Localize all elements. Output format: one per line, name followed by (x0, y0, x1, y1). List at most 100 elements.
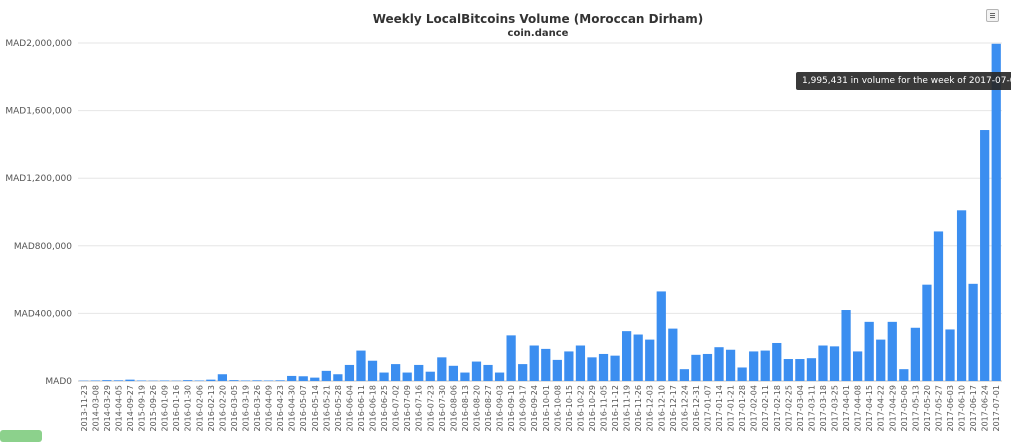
bar[interactable] (507, 335, 516, 381)
x-tick-label: 2016-10-15 (565, 385, 574, 432)
bar[interactable] (333, 374, 342, 381)
bar[interactable] (876, 340, 885, 381)
bar[interactable] (391, 364, 400, 381)
x-tick-label: 2016-07-30 (438, 385, 447, 432)
bar[interactable] (795, 359, 804, 381)
y-tick-label: MAD2,000,000 (5, 39, 72, 49)
x-tick-label: 2016-02-20 (218, 385, 227, 432)
bar[interactable] (992, 44, 1001, 381)
bar[interactable] (437, 357, 446, 381)
bar[interactable] (472, 362, 481, 381)
bar[interactable] (911, 328, 920, 381)
bar[interactable] (206, 380, 215, 381)
bar[interactable] (899, 369, 908, 381)
bar[interactable] (772, 343, 781, 381)
bar-series[interactable] (79, 44, 1001, 381)
bar[interactable] (183, 380, 192, 381)
bar[interactable] (426, 372, 435, 381)
bar[interactable] (587, 357, 596, 381)
bar[interactable] (91, 380, 100, 381)
bar[interactable] (691, 355, 700, 381)
bar[interactable] (945, 329, 954, 381)
bar[interactable] (622, 331, 631, 381)
bar[interactable] (345, 365, 354, 381)
bar[interactable] (957, 210, 966, 381)
bar[interactable] (195, 380, 204, 381)
x-tick-label: 2014-03-29 (103, 385, 112, 432)
bar[interactable] (888, 322, 897, 381)
bar[interactable] (818, 346, 827, 381)
bar[interactable] (668, 329, 677, 381)
x-tick-label: 2017-02-18 (773, 385, 782, 432)
bar[interactable] (934, 231, 943, 381)
bar[interactable] (287, 376, 296, 381)
bar[interactable] (368, 361, 377, 381)
bar[interactable] (749, 351, 758, 381)
bar[interactable] (483, 365, 492, 381)
bar-tooltip: 1,995,431 in volume for the week of 2017… (796, 72, 1011, 90)
bar[interactable] (356, 351, 365, 381)
x-tick-label: 2013-11-23 (80, 385, 89, 432)
bar[interactable] (530, 346, 539, 381)
x-tick-label: 2017-04-22 (877, 385, 886, 432)
bar[interactable] (680, 369, 689, 381)
bar[interactable] (310, 378, 319, 381)
bar[interactable] (460, 373, 469, 381)
bar[interactable] (322, 371, 331, 381)
bar[interactable] (495, 373, 504, 381)
bar[interactable] (137, 380, 146, 381)
bar[interactable] (726, 350, 735, 381)
bar[interactable] (634, 335, 643, 381)
x-tick-label: 2017-03-11 (807, 385, 816, 432)
bar[interactable] (553, 360, 562, 381)
bar[interactable] (980, 130, 989, 381)
bar[interactable] (853, 351, 862, 381)
bar[interactable] (252, 380, 261, 381)
bar[interactable] (969, 284, 978, 381)
bar[interactable] (241, 380, 250, 381)
bar[interactable] (125, 380, 134, 381)
x-tick-label: 2015-09-19 (138, 385, 147, 432)
bar[interactable] (657, 291, 666, 381)
x-tick-label: 2017-03-04 (796, 385, 805, 432)
x-tick-label: 2016-05-28 (334, 385, 343, 432)
bar[interactable] (922, 285, 931, 381)
bar[interactable] (599, 354, 608, 381)
bar[interactable] (518, 364, 527, 381)
bar[interactable] (703, 354, 712, 381)
corner-badge-icon[interactable] (0, 430, 42, 442)
bar[interactable] (160, 380, 169, 381)
x-tick-label: 2017-03-18 (819, 385, 828, 432)
bar[interactable] (714, 347, 723, 381)
bar[interactable] (761, 351, 770, 381)
bar[interactable] (379, 373, 388, 381)
bar[interactable] (807, 358, 816, 381)
bar[interactable] (541, 349, 550, 381)
bar[interactable] (865, 322, 874, 381)
bar[interactable] (114, 380, 123, 381)
bar[interactable] (738, 367, 747, 381)
x-tick-label: 2017-02-25 (784, 385, 793, 432)
x-tick-label: 2017-06-03 (946, 385, 955, 432)
bar[interactable] (610, 356, 619, 381)
bar[interactable] (645, 340, 654, 381)
x-tick-label: 2016-10-29 (588, 385, 597, 432)
bar[interactable] (276, 380, 285, 381)
bar[interactable] (576, 346, 585, 381)
x-tick-label: 2017-06-10 (958, 385, 967, 432)
chart-menu-button[interactable] (986, 9, 999, 22)
bar[interactable] (784, 359, 793, 381)
bar[interactable] (414, 365, 423, 381)
bar[interactable] (449, 366, 458, 381)
bar[interactable] (564, 351, 573, 381)
x-tick-label: 2016-11-19 (623, 385, 632, 432)
bar[interactable] (218, 374, 227, 381)
bar[interactable] (102, 380, 111, 381)
bar[interactable] (841, 310, 850, 381)
bar[interactable] (229, 380, 238, 381)
bar[interactable] (264, 380, 273, 381)
x-tick-label: 2016-03-26 (253, 385, 262, 432)
bar[interactable] (830, 346, 839, 381)
bar[interactable] (299, 376, 308, 381)
bar[interactable] (403, 373, 412, 381)
